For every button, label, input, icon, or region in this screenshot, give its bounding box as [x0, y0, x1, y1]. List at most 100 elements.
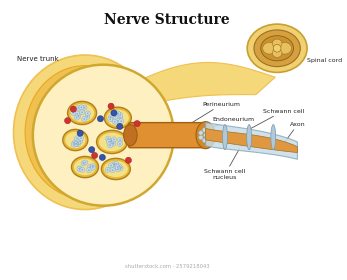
- Text: Fascicle: Fascicle: [53, 166, 79, 186]
- Circle shape: [79, 105, 84, 110]
- Circle shape: [108, 141, 110, 143]
- Circle shape: [76, 113, 81, 118]
- Circle shape: [72, 112, 74, 114]
- Circle shape: [65, 118, 71, 124]
- Circle shape: [273, 45, 281, 52]
- Circle shape: [79, 141, 81, 142]
- Circle shape: [77, 166, 82, 171]
- Circle shape: [74, 142, 75, 144]
- Ellipse shape: [124, 125, 137, 146]
- Ellipse shape: [263, 43, 276, 54]
- Circle shape: [110, 140, 112, 142]
- Circle shape: [117, 166, 119, 168]
- Circle shape: [134, 120, 140, 127]
- Circle shape: [74, 136, 79, 141]
- Circle shape: [116, 111, 120, 116]
- Ellipse shape: [104, 107, 131, 129]
- Ellipse shape: [68, 101, 96, 125]
- Ellipse shape: [71, 157, 99, 178]
- Ellipse shape: [247, 125, 252, 150]
- Circle shape: [118, 115, 122, 120]
- Circle shape: [86, 168, 91, 173]
- Circle shape: [118, 165, 123, 171]
- Circle shape: [108, 103, 114, 109]
- Circle shape: [76, 117, 77, 118]
- Circle shape: [77, 143, 79, 145]
- Circle shape: [119, 143, 121, 145]
- Ellipse shape: [63, 129, 88, 151]
- Circle shape: [111, 111, 116, 116]
- Circle shape: [78, 136, 84, 141]
- Text: Nerve Structure: Nerve Structure: [104, 13, 230, 27]
- Circle shape: [118, 165, 120, 167]
- Circle shape: [77, 141, 79, 143]
- Circle shape: [77, 107, 79, 109]
- Circle shape: [120, 120, 122, 122]
- Circle shape: [87, 164, 93, 169]
- Circle shape: [117, 168, 119, 170]
- Ellipse shape: [278, 43, 291, 54]
- Text: Spinal cord: Spinal cord: [307, 58, 342, 63]
- Circle shape: [107, 169, 108, 171]
- Circle shape: [203, 133, 208, 137]
- Circle shape: [77, 130, 83, 136]
- Circle shape: [83, 118, 85, 120]
- Text: Schwann cell: Schwann cell: [249, 109, 304, 129]
- Circle shape: [119, 114, 121, 116]
- Circle shape: [90, 165, 95, 170]
- Circle shape: [84, 107, 85, 108]
- Circle shape: [90, 164, 95, 169]
- Circle shape: [113, 139, 115, 140]
- Circle shape: [117, 113, 119, 115]
- Ellipse shape: [222, 125, 227, 150]
- Ellipse shape: [96, 130, 127, 153]
- Circle shape: [119, 119, 124, 124]
- Circle shape: [76, 143, 77, 145]
- Circle shape: [108, 115, 113, 120]
- Ellipse shape: [65, 132, 85, 148]
- Circle shape: [116, 163, 117, 165]
- Circle shape: [119, 117, 121, 118]
- Circle shape: [110, 141, 111, 143]
- Circle shape: [112, 119, 117, 124]
- Circle shape: [113, 143, 115, 144]
- Circle shape: [70, 106, 76, 112]
- Circle shape: [112, 169, 113, 171]
- Circle shape: [33, 65, 174, 206]
- Circle shape: [73, 144, 75, 146]
- Circle shape: [74, 141, 79, 146]
- Circle shape: [110, 165, 112, 166]
- Text: Nerve trunk: Nerve trunk: [17, 56, 59, 62]
- Text: Epineurium: Epineurium: [143, 81, 198, 99]
- Circle shape: [113, 163, 115, 165]
- Circle shape: [112, 162, 117, 167]
- Circle shape: [80, 167, 85, 172]
- Circle shape: [114, 161, 119, 166]
- Ellipse shape: [196, 122, 215, 149]
- Circle shape: [92, 165, 94, 167]
- Circle shape: [88, 169, 90, 171]
- FancyBboxPatch shape: [128, 123, 208, 148]
- Circle shape: [83, 162, 84, 164]
- Circle shape: [111, 141, 116, 146]
- Circle shape: [209, 133, 213, 137]
- Circle shape: [74, 142, 79, 147]
- Circle shape: [113, 113, 115, 114]
- Circle shape: [82, 116, 87, 122]
- Ellipse shape: [101, 158, 130, 179]
- Circle shape: [115, 118, 120, 123]
- Ellipse shape: [271, 125, 276, 150]
- Circle shape: [117, 113, 119, 114]
- Circle shape: [115, 165, 120, 170]
- Circle shape: [81, 111, 83, 113]
- Circle shape: [107, 138, 109, 139]
- Circle shape: [118, 137, 123, 143]
- Ellipse shape: [74, 159, 96, 175]
- Circle shape: [108, 143, 113, 148]
- Circle shape: [92, 152, 98, 158]
- Circle shape: [82, 105, 87, 110]
- Text: Perineurium: Perineurium: [187, 102, 241, 125]
- Circle shape: [207, 129, 211, 133]
- Circle shape: [88, 146, 95, 153]
- Circle shape: [89, 166, 91, 168]
